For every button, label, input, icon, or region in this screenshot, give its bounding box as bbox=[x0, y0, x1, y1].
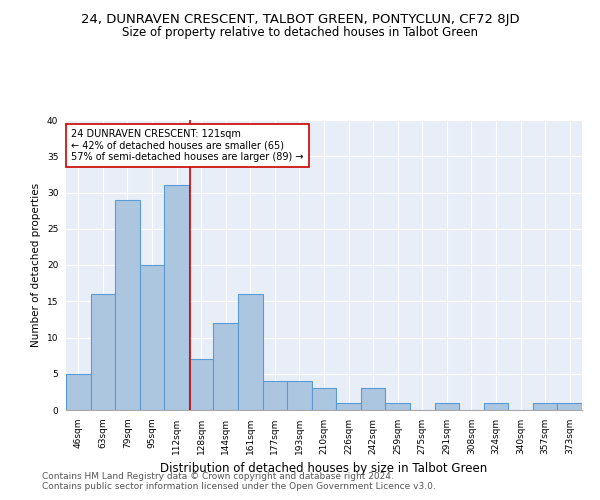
Bar bbox=[557, 403, 582, 410]
Bar bbox=[484, 403, 508, 410]
Bar bbox=[287, 381, 312, 410]
Bar bbox=[533, 403, 557, 410]
Bar bbox=[66, 374, 91, 410]
Text: 24, DUNRAVEN CRESCENT, TALBOT GREEN, PONTYCLUN, CF72 8JD: 24, DUNRAVEN CRESCENT, TALBOT GREEN, PON… bbox=[80, 12, 520, 26]
Bar bbox=[164, 185, 189, 410]
Bar bbox=[115, 200, 140, 410]
Bar bbox=[385, 403, 410, 410]
Bar bbox=[214, 323, 238, 410]
Bar bbox=[312, 388, 336, 410]
Y-axis label: Number of detached properties: Number of detached properties bbox=[31, 183, 41, 347]
Bar bbox=[361, 388, 385, 410]
Text: Contains HM Land Registry data © Crown copyright and database right 2024.: Contains HM Land Registry data © Crown c… bbox=[42, 472, 394, 481]
Bar bbox=[263, 381, 287, 410]
Bar bbox=[189, 359, 214, 410]
X-axis label: Distribution of detached houses by size in Talbot Green: Distribution of detached houses by size … bbox=[160, 462, 488, 475]
Bar bbox=[238, 294, 263, 410]
Text: 24 DUNRAVEN CRESCENT: 121sqm
← 42% of detached houses are smaller (65)
57% of se: 24 DUNRAVEN CRESCENT: 121sqm ← 42% of de… bbox=[71, 128, 304, 162]
Bar bbox=[91, 294, 115, 410]
Text: Contains public sector information licensed under the Open Government Licence v3: Contains public sector information licen… bbox=[42, 482, 436, 491]
Bar bbox=[434, 403, 459, 410]
Bar bbox=[336, 403, 361, 410]
Bar bbox=[140, 265, 164, 410]
Text: Size of property relative to detached houses in Talbot Green: Size of property relative to detached ho… bbox=[122, 26, 478, 39]
